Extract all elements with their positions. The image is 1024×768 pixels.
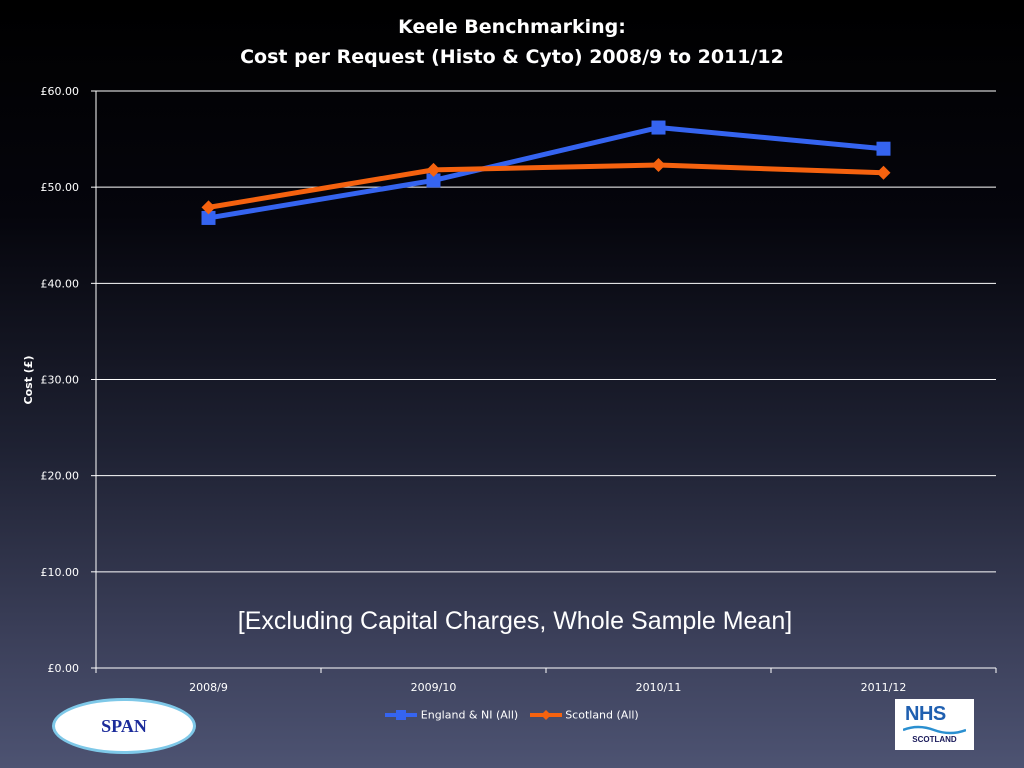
y-tick-label-2: £20.00: [41, 470, 80, 483]
data-point-1-0: [201, 200, 216, 215]
y-tick-label-4: £40.00: [41, 277, 80, 290]
legend-item-england: England & NI (All): [385, 708, 518, 722]
y-tick-labels: £0.00 £10.00 £20.00 £30.00 £40.00 £50.00 £60.0…: [41, 85, 80, 675]
nhs-wave-icon: [903, 725, 966, 735]
chart-title-line-1: Keele Benchmarking:: [398, 16, 626, 38]
x-tick-label-2: 2010/11: [636, 681, 682, 694]
x-tick-label-1: 2009/10: [411, 681, 457, 694]
y-tick-label-0: £0.00: [48, 662, 80, 675]
y-tick-label-6: £60.00: [41, 85, 80, 98]
x-tick-labels: 2008/9 2009/10 2010/11 2011/12: [189, 681, 906, 694]
data-point-0-2: [651, 120, 666, 135]
chart-title-line-2: Cost per Request (Histo & Cyto) 2008/9 t…: [240, 46, 784, 68]
series-line-1: [206, 162, 886, 210]
legend-swatch-england: [385, 710, 418, 721]
data-point-1-1: [426, 162, 441, 177]
y-tick-label-3: £30.00: [41, 374, 80, 387]
x-tick-label-3: 2011/12: [861, 681, 907, 694]
data-point-0-0: [201, 210, 216, 225]
nhs-logo-word: NHS: [905, 703, 946, 725]
gridlines: [96, 90, 996, 573]
series-1: [201, 158, 891, 215]
data-point-0-3: [876, 141, 891, 156]
legend: England & NI (All) Scotland (All): [0, 708, 1024, 722]
chart-annotation: [Excluding Capital Charges, Whole Sample…: [237, 607, 793, 635]
y-tick-label-1: £10.00: [41, 566, 80, 579]
span-logo: SPAN: [52, 698, 196, 754]
chart-title: Keele Benchmarking: Cost per Request (Hi…: [0, 12, 1024, 72]
span-logo-text: SPAN: [101, 715, 147, 736]
series-line-0: [206, 125, 886, 221]
nhs-scotland-logo: NHS SCOTLAND: [895, 699, 974, 750]
axes: [91, 90, 997, 673]
legend-swatch-scotland: [529, 710, 562, 721]
y-tick-label-5: £50.00: [41, 181, 80, 194]
nhs-logo-subtitle: SCOTLAND: [912, 735, 957, 744]
data-point-1-3: [876, 165, 891, 180]
y-axis-title: Cost (£): [22, 356, 35, 405]
legend-item-scotland: Scotland (All): [529, 708, 639, 722]
data-point-0-1: [426, 173, 441, 188]
legend-label-scotland: Scotland (All): [565, 708, 639, 722]
data-point-1-2: [651, 158, 666, 173]
x-tick-label-0: 2008/9: [189, 681, 228, 694]
legend-label-england: England & NI (All): [420, 708, 519, 722]
series-0: [201, 120, 891, 225]
series: [201, 120, 891, 225]
